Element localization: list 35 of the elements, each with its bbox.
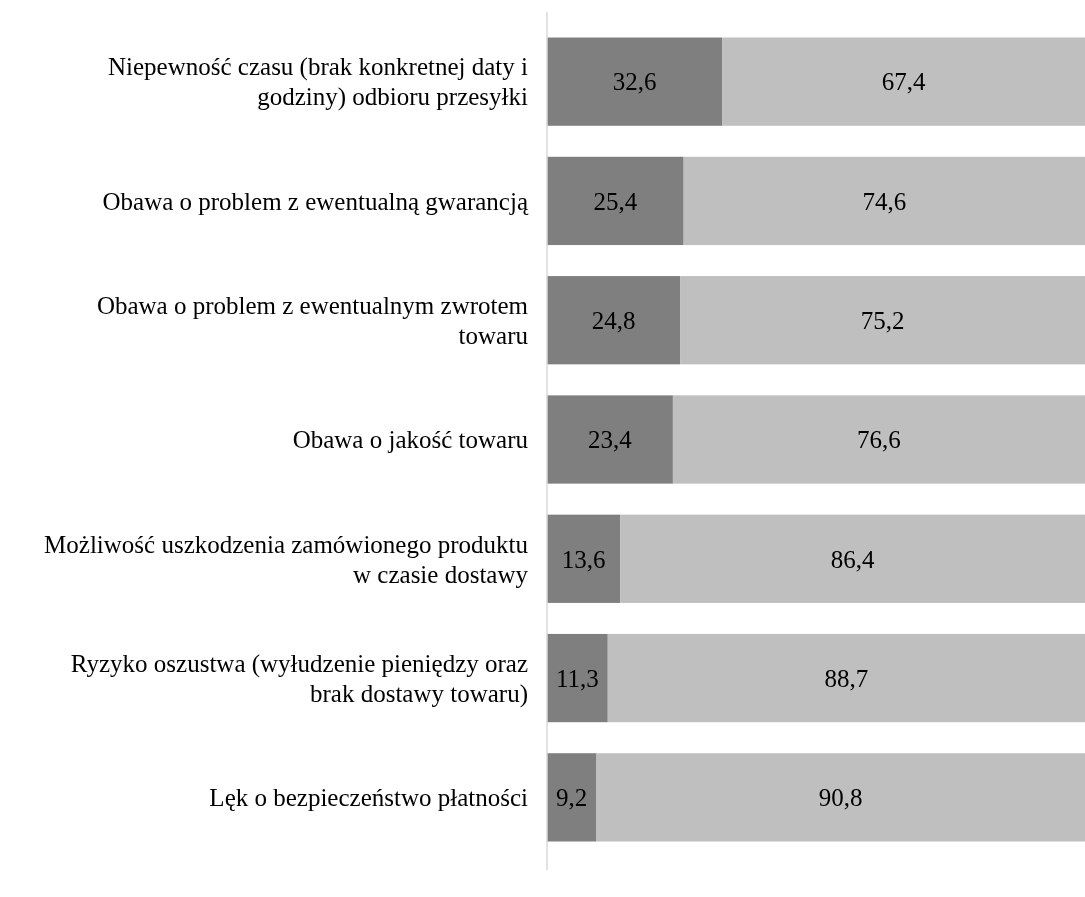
y-tick-label: Obawa o jakość towaru [292,426,529,454]
data-label: 24,8 [591,306,636,334]
bar [547,633,608,723]
data-label: 32,6 [612,68,657,96]
bar [547,514,621,603]
y-tick-label: Niepewność czasu (brak konkretnej daty i godziny) odbioru przesyłki [108,53,529,112]
bar [547,753,597,842]
bar [547,37,723,126]
y-tick-label: Obawa o problem z ewentualną gwarancją [102,187,529,215]
data-label: 11,3 [555,664,599,692]
bar [620,514,1085,603]
bar [722,37,1085,126]
y-tick-label: Lęk o bezpieczeństwo płatności [209,784,529,812]
data-label: 90,8 [818,784,863,812]
data-label: 13,6 [561,545,606,573]
data-label: 86,4 [830,545,875,573]
bar [680,276,1085,365]
y-tick-label: Obawa o problem z ewentualnym zwrotem towaru [96,291,529,349]
data-label: 23,4 [588,426,633,454]
bar [596,753,1085,842]
data-label: 76,6 [857,426,901,454]
data-label: 75,2 [860,306,905,334]
data-label: 67,4 [881,68,927,96]
y-tick-label: Ryzyko oszustwa (wyłudzenie pieniędzy oraz brak dostawy towaru) [70,649,528,708]
bar [607,633,1085,723]
bar [547,156,684,246]
bar [672,395,1085,484]
data-label: 88,7 [824,664,869,692]
y-tick-label: Możliwość uszkodzenia zamówionego produktu w czasie dostawy [44,530,529,588]
bar [547,395,673,484]
data-label: 74,6 [862,187,907,215]
bar [683,156,1085,246]
data-label: 9,2 [556,784,588,812]
data-label: 25,4 [593,187,638,215]
bar [547,276,681,365]
